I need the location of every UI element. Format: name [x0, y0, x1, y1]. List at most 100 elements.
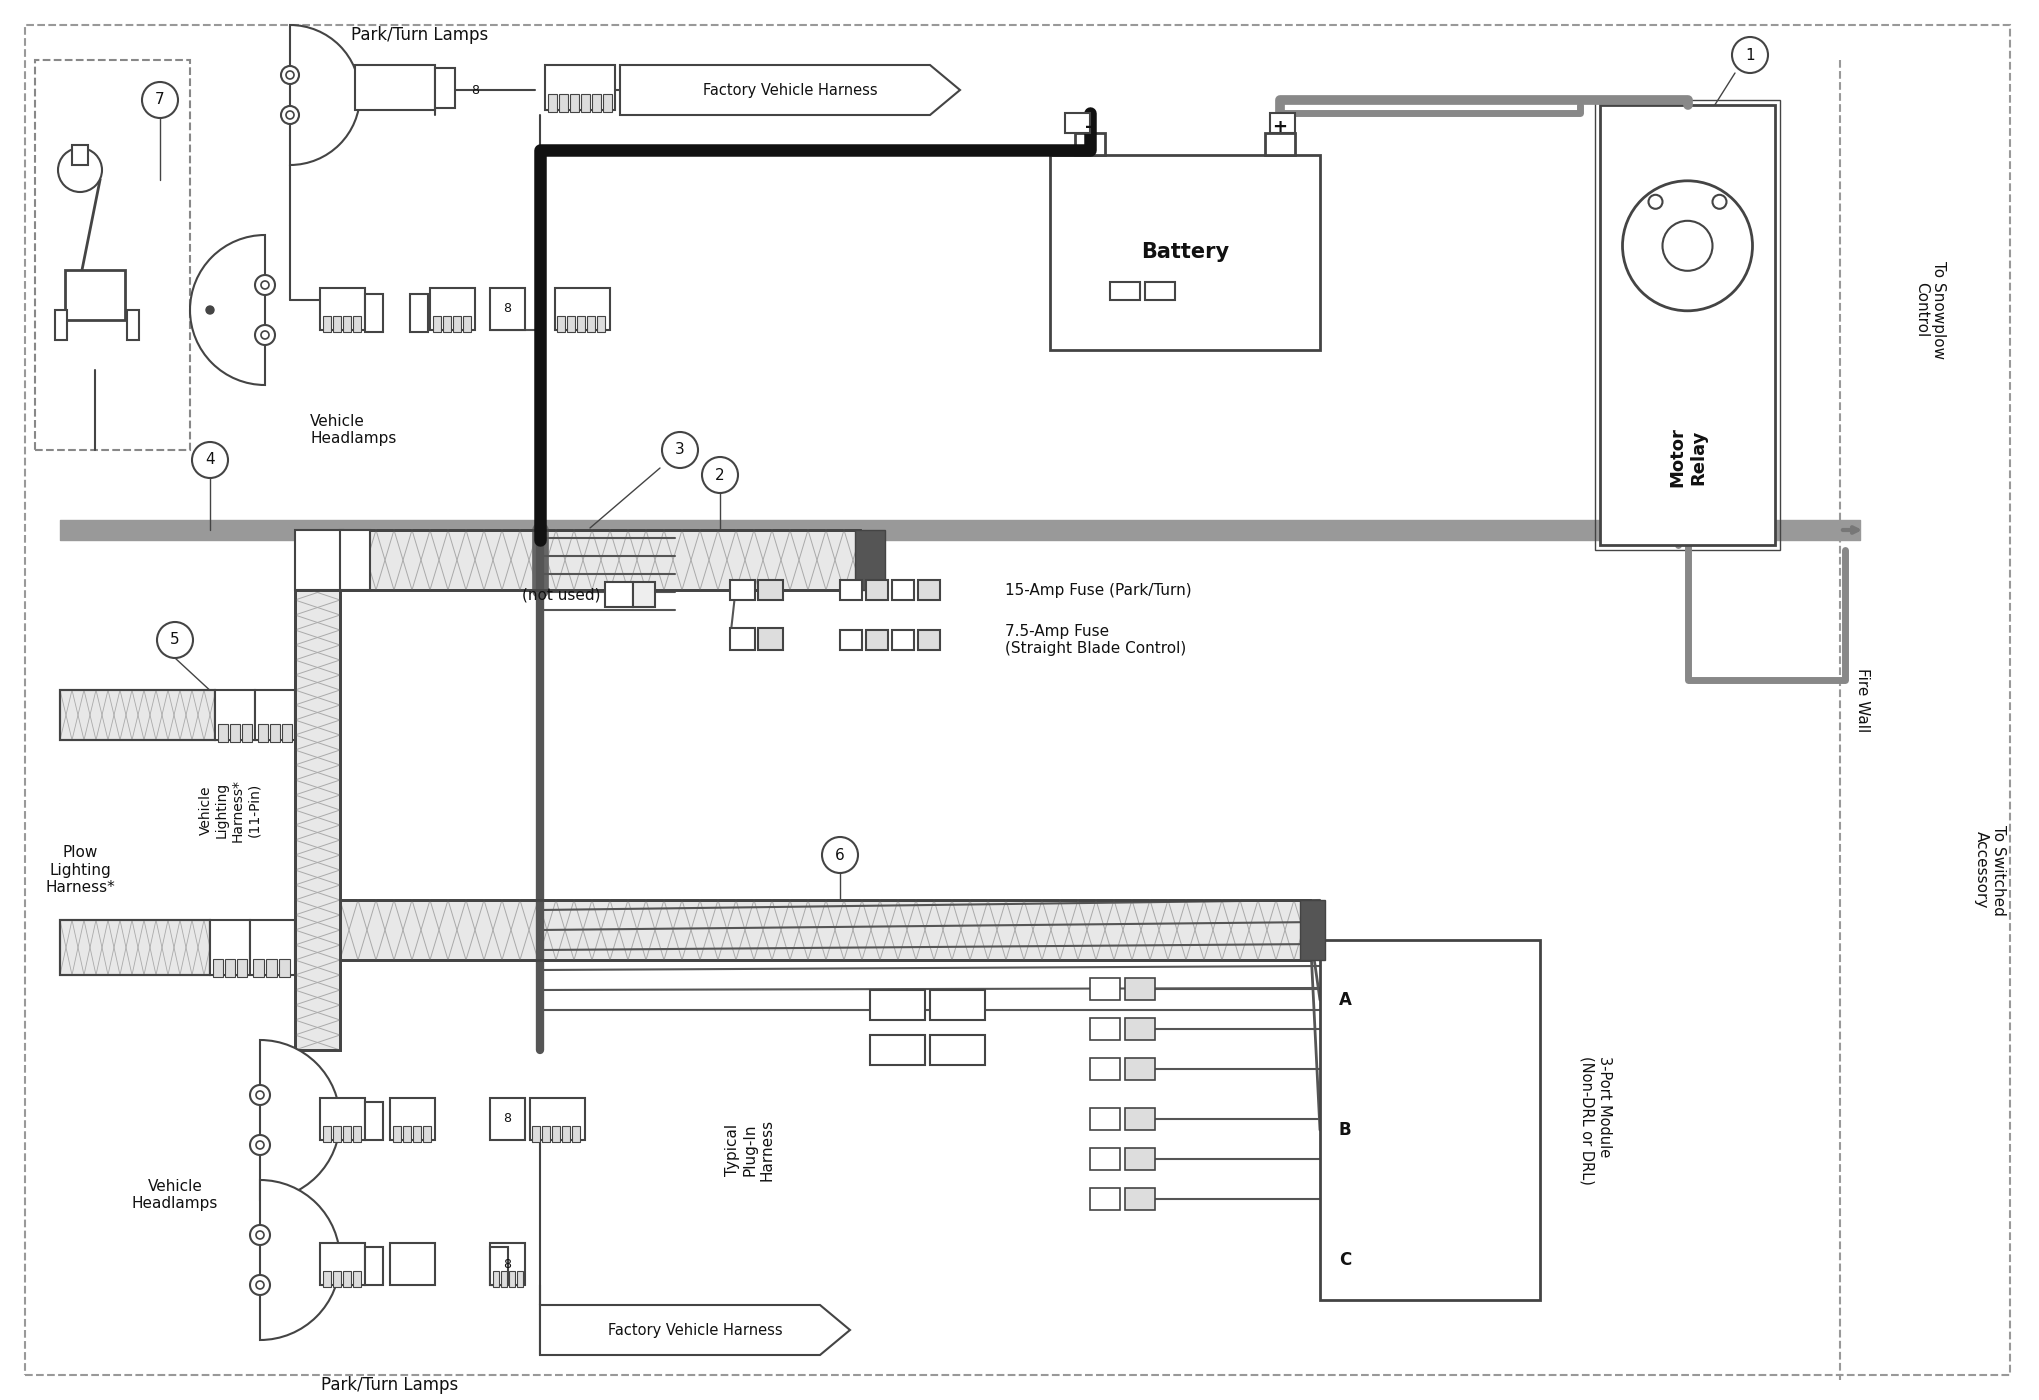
Circle shape	[285, 111, 294, 119]
Bar	[322, 1126, 330, 1142]
Bar	[210, 920, 251, 974]
Circle shape	[257, 1091, 263, 1099]
Wedge shape	[261, 1040, 341, 1200]
Text: Vehicle
Headlamps: Vehicle Headlamps	[133, 1179, 218, 1211]
Bar	[442, 316, 451, 332]
Text: 5: 5	[169, 633, 179, 647]
Bar	[243, 724, 253, 742]
Bar	[255, 690, 296, 741]
Bar	[1050, 155, 1319, 350]
Bar	[1091, 1107, 1119, 1130]
Bar	[355, 64, 434, 111]
Bar	[269, 724, 279, 742]
Bar	[489, 1247, 508, 1285]
Text: Plow
Lighting
Harness*: Plow Lighting Harness*	[45, 846, 114, 895]
Bar	[389, 1243, 434, 1285]
Circle shape	[251, 1225, 269, 1245]
Bar	[489, 288, 524, 330]
Bar	[341, 900, 1309, 960]
Bar	[730, 580, 754, 601]
Bar	[548, 94, 557, 112]
Bar	[559, 94, 569, 112]
Bar	[532, 1126, 540, 1142]
Bar	[353, 316, 361, 332]
Bar	[1126, 1058, 1154, 1079]
Polygon shape	[620, 64, 960, 115]
Bar	[542, 1126, 551, 1142]
Bar	[432, 316, 440, 332]
Bar	[563, 1126, 571, 1142]
Text: Typical
Plug-In
Harness: Typical Plug-In Harness	[726, 1119, 775, 1182]
Bar	[343, 1271, 351, 1287]
Circle shape	[663, 433, 697, 468]
Text: To Switched
Accessory: To Switched Accessory	[1974, 825, 2006, 916]
Bar	[251, 920, 296, 974]
Circle shape	[257, 1281, 263, 1289]
Circle shape	[206, 307, 214, 314]
Bar	[1126, 1018, 1154, 1040]
Circle shape	[285, 71, 294, 78]
Bar	[422, 1126, 430, 1142]
Wedge shape	[261, 1180, 341, 1340]
Bar	[343, 1126, 351, 1142]
Bar	[296, 589, 341, 1050]
Bar	[341, 531, 860, 589]
Bar	[553, 1126, 561, 1142]
Circle shape	[157, 622, 194, 658]
Circle shape	[261, 330, 269, 339]
Bar	[1064, 113, 1091, 133]
Text: –: –	[1085, 118, 1095, 136]
Text: (not used): (not used)	[522, 588, 599, 602]
Bar	[730, 629, 754, 650]
Bar	[1091, 1148, 1119, 1170]
Bar	[1126, 1189, 1154, 1210]
Bar	[1091, 1058, 1119, 1079]
Bar	[604, 94, 612, 112]
Bar	[343, 316, 351, 332]
Text: 3: 3	[675, 442, 685, 458]
Bar	[212, 959, 222, 977]
Bar	[218, 724, 228, 742]
Text: 8: 8	[504, 1113, 512, 1126]
Bar	[759, 580, 783, 601]
Bar	[1091, 979, 1119, 1000]
Bar	[410, 294, 428, 332]
Bar	[918, 580, 940, 601]
Text: Vehicle
Headlamps: Vehicle Headlamps	[310, 414, 396, 447]
Bar	[237, 959, 247, 977]
Bar	[577, 316, 585, 332]
Text: A: A	[1338, 991, 1352, 1009]
Bar	[867, 580, 889, 601]
Bar	[493, 1271, 500, 1287]
Bar	[389, 1098, 434, 1140]
Text: Park/Turn Lamps: Park/Turn Lamps	[322, 1376, 459, 1394]
Bar	[840, 630, 862, 650]
Bar	[1091, 1018, 1119, 1040]
Bar	[59, 690, 214, 741]
Bar	[518, 1271, 522, 1287]
Bar	[871, 1035, 926, 1065]
Bar	[126, 309, 139, 340]
Bar	[1601, 105, 1776, 545]
Bar	[530, 1098, 585, 1140]
Bar	[59, 920, 210, 974]
Bar	[365, 1102, 383, 1140]
Circle shape	[281, 106, 300, 125]
Bar	[489, 1098, 524, 1140]
Bar	[502, 1271, 508, 1287]
Bar	[414, 1126, 420, 1142]
Bar	[65, 270, 124, 321]
Bar	[930, 990, 985, 1021]
Text: Park/Turn Lamps: Park/Turn Lamps	[351, 27, 489, 43]
Bar	[573, 1126, 579, 1142]
Bar	[597, 316, 606, 332]
Bar	[489, 1243, 524, 1285]
Text: 7.5-Amp Fuse
(Straight Blade Control): 7.5-Amp Fuse (Straight Blade Control)	[1005, 624, 1187, 657]
Bar	[587, 316, 595, 332]
Bar	[341, 531, 369, 589]
Text: 7: 7	[155, 92, 165, 108]
Text: 1: 1	[1745, 48, 1756, 63]
Circle shape	[255, 274, 275, 295]
Bar	[759, 629, 783, 650]
Text: B: B	[1340, 1121, 1352, 1140]
